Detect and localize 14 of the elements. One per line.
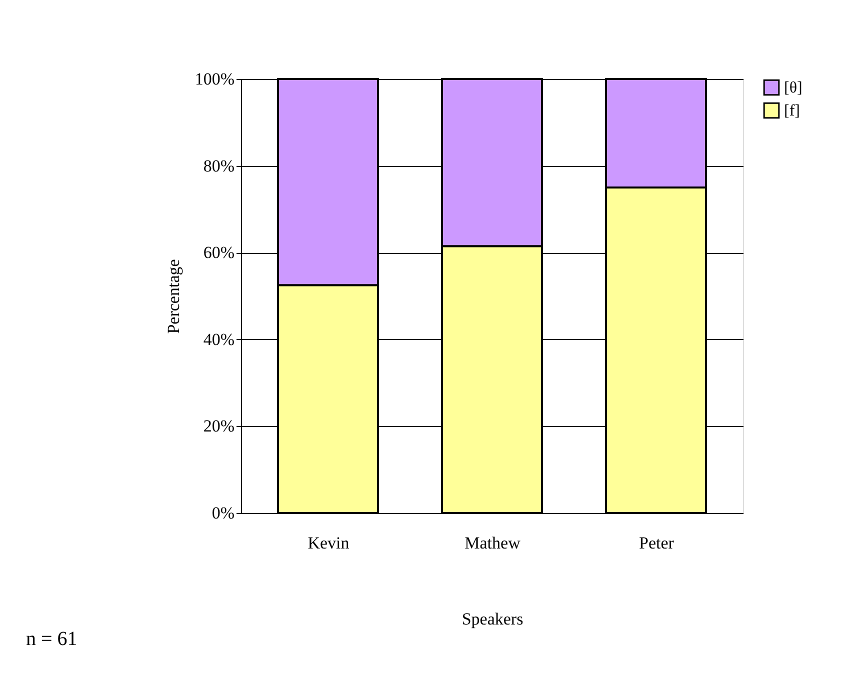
y-tick-label: 60% xyxy=(203,243,234,262)
x-tick-label: Kevin xyxy=(308,534,350,552)
legend-label: [θ] xyxy=(784,80,802,96)
y-tick-label: 40% xyxy=(203,330,234,349)
x-axis-title: Speakers xyxy=(462,610,524,628)
x-tick-label: Peter xyxy=(639,534,674,552)
y-tick-label: 100% xyxy=(194,70,234,88)
legend-label: [f] xyxy=(784,102,800,120)
y-axis-title: Percentage xyxy=(164,259,183,334)
x-tick-label: Mathew xyxy=(464,534,522,552)
text: n = 61 xyxy=(26,628,78,650)
y-tick-label: 20% xyxy=(203,416,234,436)
y-tick-label: 80% xyxy=(203,156,234,176)
y-tick-label: 0% xyxy=(212,504,234,522)
